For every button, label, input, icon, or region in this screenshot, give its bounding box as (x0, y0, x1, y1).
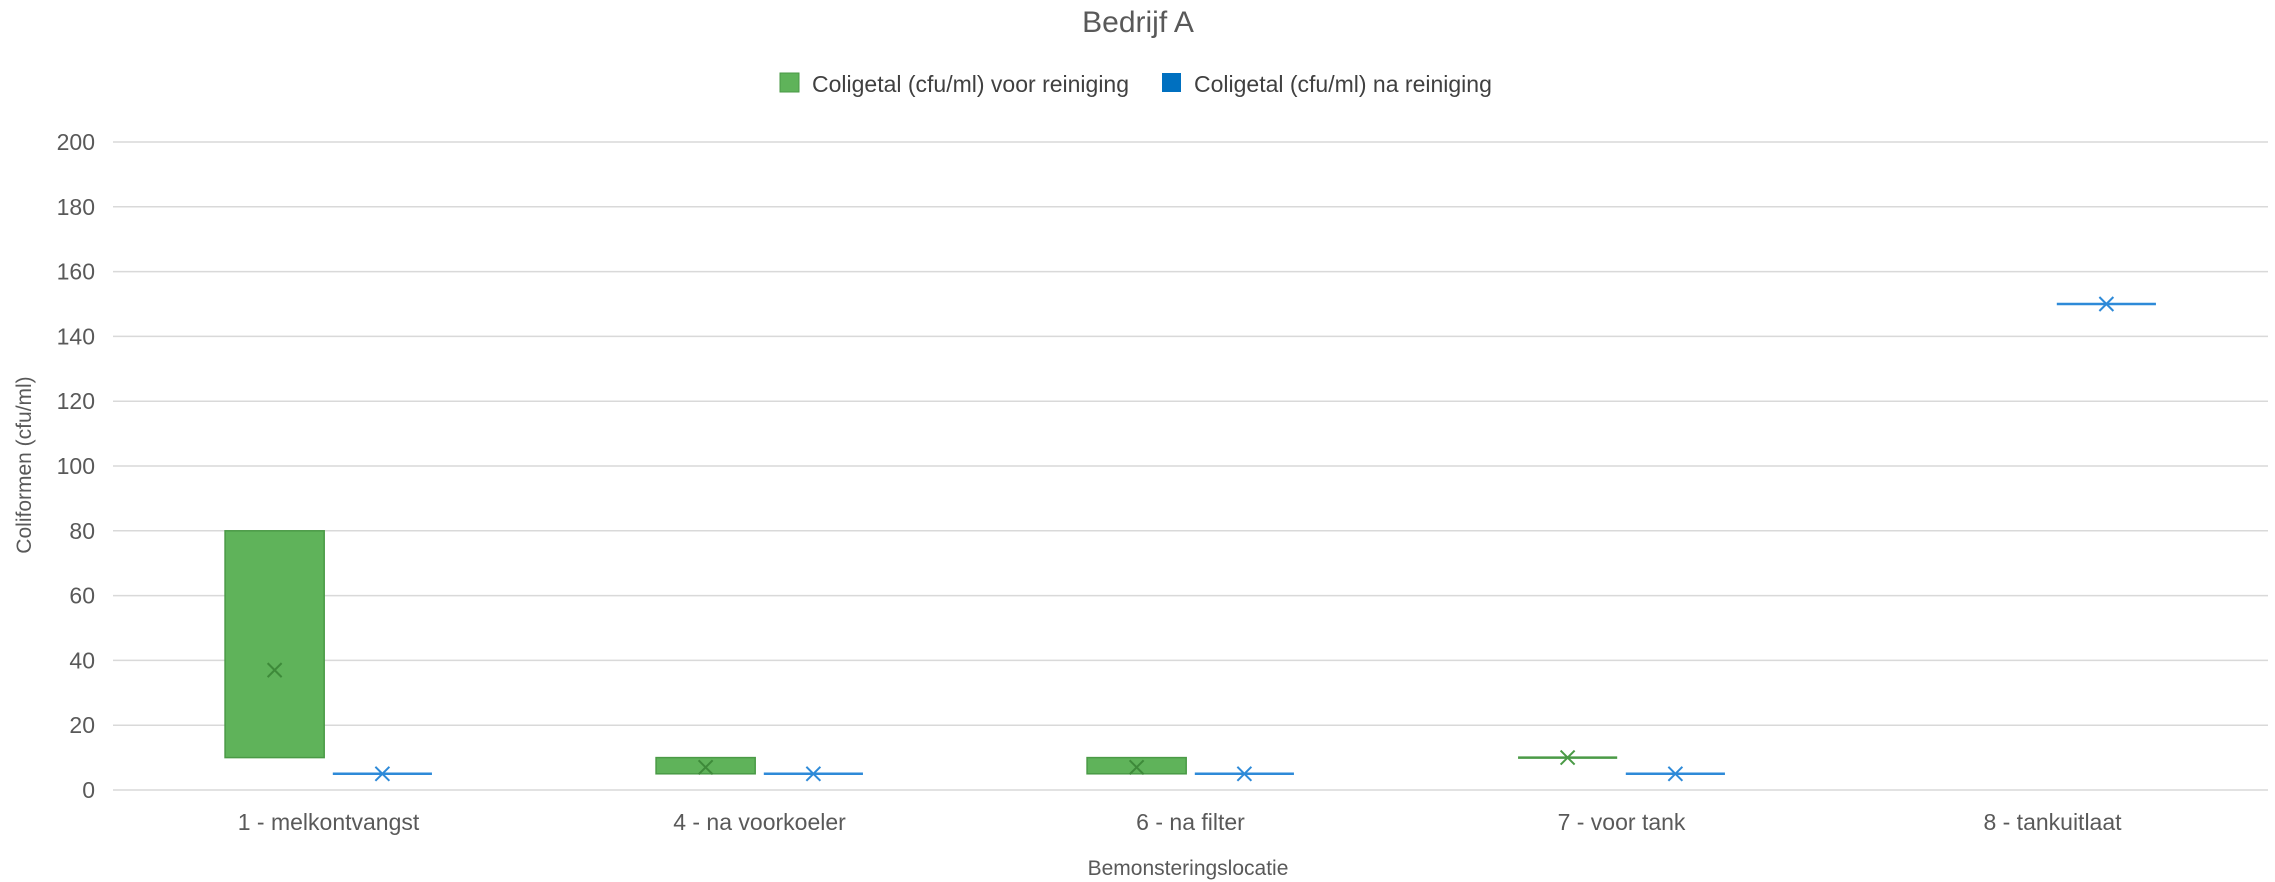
mean-marker (2098, 296, 2115, 312)
box (1086, 756, 1187, 775)
y-tick-label: 80 (69, 518, 95, 544)
y-tick-label: 180 (57, 194, 95, 220)
box (224, 530, 325, 759)
legend-label-na-reiniging: Coligetal (cfu/ml) na reiniging (1194, 71, 1492, 97)
legend-label-voor-reiniging: Coligetal (cfu/ml) voor reiniging (812, 71, 1129, 97)
x-tick-label: 1 - melkontvangst (238, 809, 420, 835)
x-axis-title: Bemonsteringslocatie (1088, 857, 1289, 880)
chart-title: Bedrijf A (1082, 6, 1194, 39)
x-axis-ticks: 1 - melkontvangst 4 - na voorkoeler 6 - na… (238, 809, 2122, 835)
mean-marker (1559, 749, 1576, 766)
y-tick-label: 60 (69, 583, 95, 609)
mean-marker-stroke (2098, 296, 2115, 312)
mean-marker (805, 766, 822, 782)
y-tick-label: 120 (57, 388, 95, 414)
mean-marker-stroke (697, 759, 714, 776)
y-axis-ticks: 0 20 40 60 80 100 120 140 160 180 200 (57, 129, 95, 803)
mean-marker (1128, 759, 1145, 776)
legend-swatch-na-reiniging (1162, 73, 1181, 92)
mean-marker-stroke (1236, 766, 1253, 782)
y-tick-label: 200 (57, 129, 95, 155)
y-axis-title: Coliformen (cfu/ml) (13, 376, 36, 553)
y-tick-label: 160 (57, 259, 95, 285)
mean-marker-stroke (266, 662, 283, 678)
box (655, 756, 756, 775)
y-tick-label: 0 (82, 777, 95, 803)
x-tick-label: 7 - voor tank (1558, 809, 1686, 835)
mean-marker (1236, 766, 1253, 782)
x-tick-label: 4 - na voorkoeler (673, 809, 846, 835)
mean-marker-stroke (805, 766, 822, 782)
y-tick-label: 140 (57, 323, 95, 349)
mean-marker-stroke (1667, 766, 1684, 782)
x-tick-label: 6 - na filter (1136, 809, 1245, 835)
mean-marker (374, 766, 391, 782)
mean-marker-stroke (1559, 749, 1576, 766)
y-tick-label: 20 (69, 712, 95, 738)
y-tick-label: 40 (69, 647, 95, 673)
mean-marker-stroke (374, 766, 391, 782)
legend: Coligetal (cfu/ml) voor reiniging Colige… (779, 71, 1492, 97)
legend-swatch-voor-reiniging (779, 72, 800, 93)
mean-marker (1667, 766, 1684, 782)
plot-marks (224, 296, 2156, 782)
mean-marker (266, 662, 283, 678)
mean-marker (697, 759, 714, 776)
x-tick-label: 8 - tankuitlaat (1983, 809, 2122, 835)
y-tick-label: 100 (57, 453, 95, 479)
mean-marker-stroke (1128, 759, 1145, 776)
gridlines (113, 141, 2268, 791)
